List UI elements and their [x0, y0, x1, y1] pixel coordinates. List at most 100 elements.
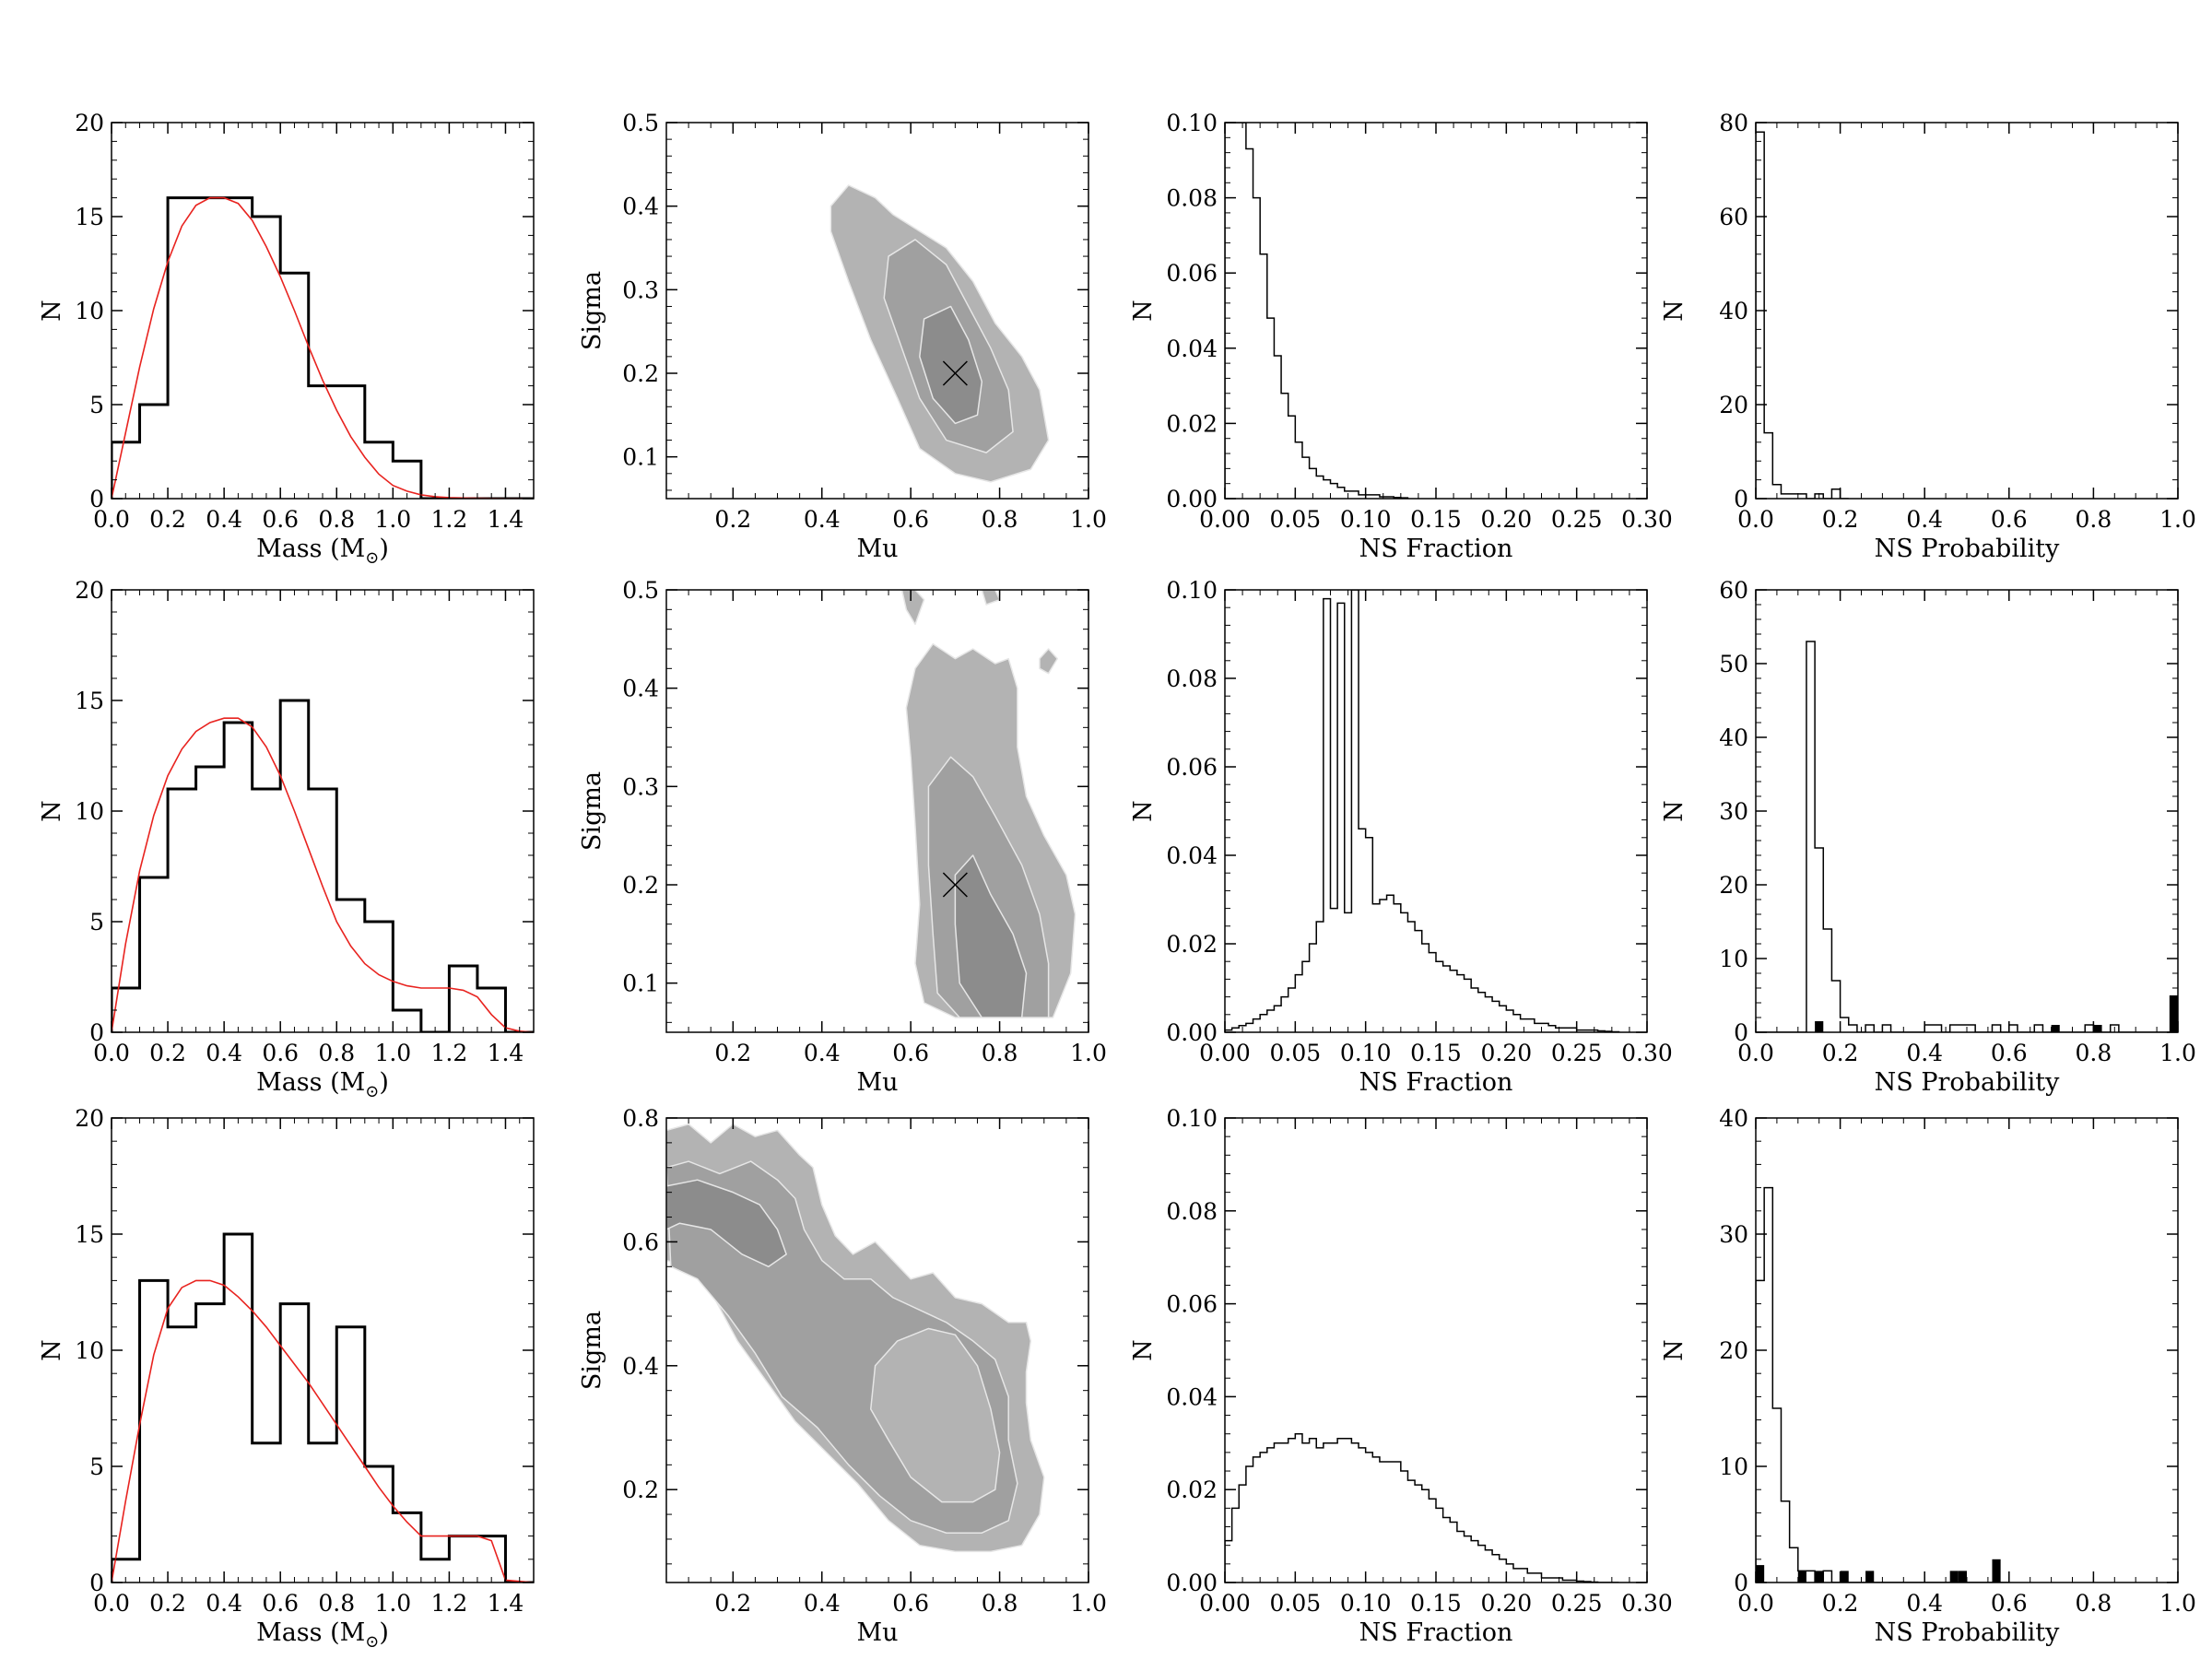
- y-axis-label: N: [1660, 300, 1688, 322]
- x-tick-label: 1.0: [374, 506, 411, 533]
- y-tick-label: 0.10: [1166, 1105, 1218, 1132]
- x-axis-label: NS Probability: [1875, 1618, 2060, 1647]
- x-axis-label: Mu: [856, 1618, 898, 1647]
- x-tick-label: 1.0: [2159, 1590, 2196, 1617]
- x-tick-label: 0.8: [982, 506, 1018, 533]
- y-tick-label: 50: [1719, 651, 1748, 677]
- y-tick-label: 0.10: [1166, 110, 1218, 136]
- panel-r1-contour: 0.2 0.4 0.6 0.8 1.0 0.1 0.2 0.3 0.4 0.5 Mu Sigma: [578, 110, 1107, 563]
- x-axis-label-tail: ): [379, 535, 389, 563]
- x-axis-label: NS Probability: [1875, 1068, 2060, 1097]
- contour-level: [1039, 648, 1059, 675]
- x-tick-label: 0.8: [982, 1590, 1018, 1617]
- x-tick-label: 0.0: [93, 506, 130, 533]
- y-tick-label: 15: [75, 204, 104, 230]
- x-tick-label: 0.30: [1621, 506, 1673, 533]
- y-tick-label: 0: [1734, 486, 1748, 512]
- x-axis-label: NS Fraction: [1359, 1068, 1513, 1097]
- histogram-outline: [112, 699, 534, 1032]
- histogram-outline: [1225, 1432, 1619, 1583]
- contour-level: [900, 590, 925, 626]
- x-tick-label: 0.2: [1822, 1590, 1859, 1617]
- y-axis-label: N: [1660, 1339, 1688, 1361]
- y-tick-label: 10: [1719, 1453, 1748, 1480]
- x-tick-label: 0.20: [1480, 1590, 1532, 1617]
- plot-area: [112, 699, 534, 1032]
- plot-area: [1225, 1432, 1619, 1583]
- x-tick-label: 0.6: [262, 1590, 299, 1617]
- x-tick-label: 0.6: [262, 506, 299, 533]
- histogram-outline: [1225, 590, 1620, 1032]
- y-tick-label: 0.5: [622, 577, 659, 604]
- y-tick-label: 10: [75, 1337, 104, 1364]
- x-axis-label: NS Probability: [1875, 535, 2060, 563]
- y-axis-label: Sigma: [578, 771, 606, 851]
- plot-frame: [111, 589, 535, 1033]
- y-tick-label: 0.00: [1166, 1019, 1218, 1046]
- contour-level: [919, 305, 983, 425]
- x-tick-label: 0.25: [1551, 1040, 1603, 1066]
- filled-bar: [1815, 1571, 1824, 1583]
- x-tick-label: 0.4: [1906, 1590, 1943, 1617]
- x-tick-label: 0.0: [93, 1590, 130, 1617]
- x-tick-label: 0.6: [892, 1590, 929, 1617]
- x-tick-label: 0.10: [1340, 1590, 1392, 1617]
- y-tick-label: 0.02: [1166, 410, 1218, 437]
- panel-r2-nsfraction: 0.00 0.05 0.10 0.15 0.20 0.25 0.30 0.00 0.02 0.04…: [1129, 577, 1673, 1097]
- x-tick-label: 0.20: [1480, 1040, 1532, 1066]
- y-tick-label: 0: [89, 486, 104, 512]
- x-tick-label: 1.4: [488, 1040, 524, 1066]
- filled-bar: [1992, 1559, 2001, 1583]
- y-tick-label: 0.00: [1166, 1570, 1218, 1596]
- filled-bar: [2093, 1025, 2102, 1032]
- panel-r2-mass: 0.0 0.2 0.4 0.6 0.8 1.0 1.2 1.4 0 5 10 15 20 Mass (M⊙…: [38, 577, 535, 1101]
- x-tick-label: 1.0: [374, 1040, 411, 1066]
- x-tick-label: 1.2: [431, 1590, 468, 1617]
- x-axis-label-main: Mass (M: [256, 535, 365, 563]
- panel-r2-nsprob: 0.0 0.2 0.4 0.6 0.8 1.0 0 10 20 30 40 50 60 NS Probab…: [1660, 577, 2196, 1097]
- filled-bar: [1958, 1571, 1967, 1583]
- x-tick-label: 0.30: [1621, 1590, 1673, 1617]
- x-tick-label: 0.0: [93, 1040, 130, 1066]
- x-tick-label: 0.2: [149, 1040, 186, 1066]
- x-tick-label: 0.2: [149, 1590, 186, 1617]
- x-axis-label: Mu: [856, 535, 898, 563]
- panel-r3-nsprob: 0.0 0.2 0.4 0.6 0.8 1.0 0 10 20 30 40 NS Probabilit…: [1660, 1105, 2196, 1647]
- x-axis-label-sub: ⊙: [365, 548, 379, 568]
- plot-frame: [111, 122, 535, 500]
- panel-r3-contour: 0.2 0.4 0.6 0.8 1.0 0.2 0.4 0.6 0.8 Mu Sigma: [578, 1105, 1107, 1647]
- panel-r2-contour: 0.2 0.4 0.6 0.8 1.0 0.1 0.2 0.3 0.4 0.5 Mu Sigma: [578, 577, 1107, 1097]
- y-tick-label: 0.04: [1166, 335, 1218, 362]
- x-tick-label: 0.05: [1269, 1590, 1321, 1617]
- x-tick-label: 0.10: [1340, 1040, 1392, 1066]
- x-tick-label: 0.20: [1480, 506, 1532, 533]
- y-tick-label: 0.2: [622, 360, 659, 387]
- x-tick-label: 0.4: [1906, 1040, 1943, 1066]
- y-tick-label: 5: [89, 1453, 104, 1480]
- filled-bar: [1840, 1571, 1849, 1583]
- x-tick-label: 0.8: [2076, 1590, 2112, 1617]
- x-tick-label: 0.4: [804, 1590, 841, 1617]
- y-tick-label: 30: [1719, 1221, 1748, 1248]
- plot-frame: [1224, 589, 1648, 1033]
- plot-area: [830, 184, 1050, 483]
- y-tick-label: 0.8: [622, 1105, 659, 1132]
- y-tick-label: 0.2: [622, 872, 659, 899]
- x-tick-label: 1.0: [374, 1590, 411, 1617]
- filled-bar: [1797, 1571, 1806, 1583]
- y-tick-label: 20: [75, 577, 104, 604]
- x-tick-label: 0.6: [1991, 1590, 2028, 1617]
- y-tick-label: 0.06: [1166, 1291, 1218, 1318]
- x-tick-label: 0.00: [1199, 1590, 1251, 1617]
- y-axis-label: N: [1129, 300, 1158, 322]
- x-tick-label: 0.0: [1737, 1040, 1774, 1066]
- plot-area: [900, 590, 1077, 1018]
- y-tick-label: 0.02: [1166, 1477, 1218, 1503]
- fit-curve: [112, 717, 534, 1032]
- contour-level: [981, 590, 1001, 606]
- x-tick-label: 1.0: [2159, 506, 2196, 533]
- x-tick-label: 0.8: [2076, 506, 2112, 533]
- y-tick-label: 20: [75, 110, 104, 136]
- y-tick-label: 40: [1719, 724, 1748, 751]
- histogram-outline: [1756, 641, 2178, 1032]
